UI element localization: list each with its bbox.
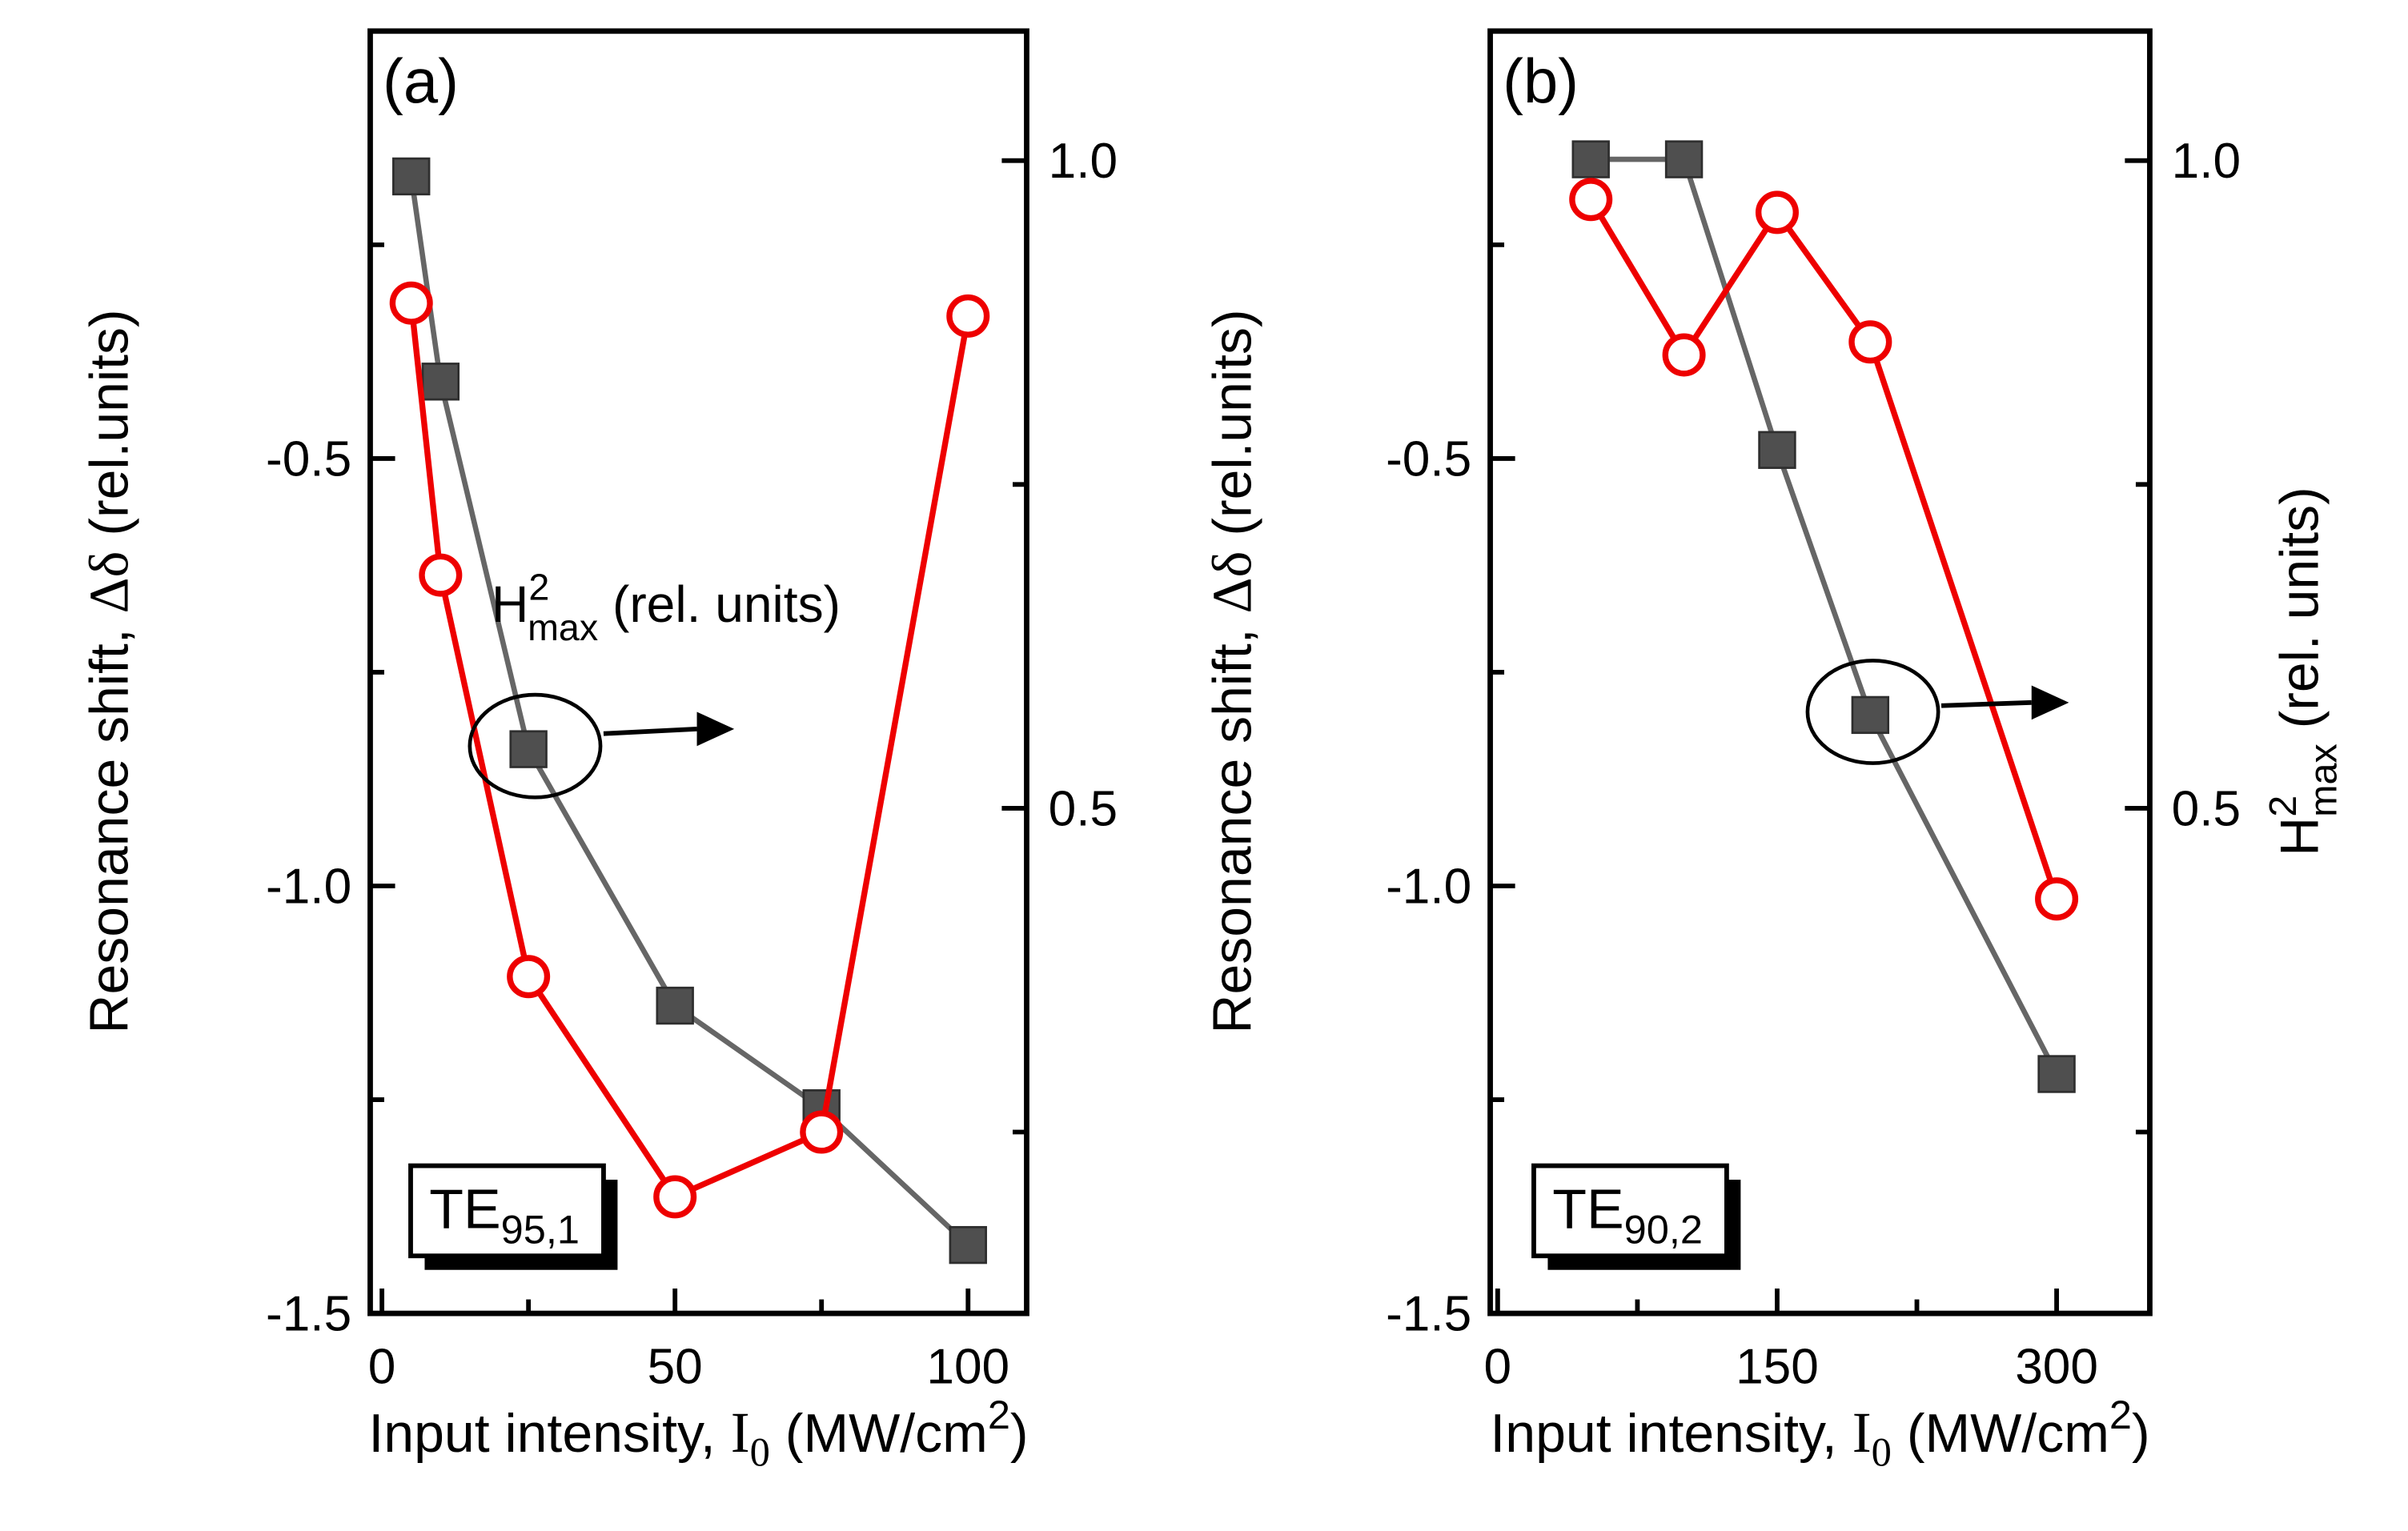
pointer-arrow-line	[603, 726, 697, 736]
plot-frame	[367, 28, 1029, 1317]
axis-title-y-left: Resonance shift, Δδ (rel.units)	[1202, 309, 1263, 1033]
y-left-tick-label: -1.0	[1386, 859, 1471, 914]
y-left-tick-label: -1.0	[266, 859, 351, 914]
data-point-square	[1851, 695, 1890, 735]
axis-title-y-right: H2max (rel. units)	[2262, 487, 2346, 856]
legend-label: TE95,1	[429, 1177, 580, 1252]
data-point-circle	[1662, 333, 1706, 377]
data-point-circle	[2035, 877, 2079, 921]
data-point-square	[392, 157, 431, 196]
legend-box	[408, 1163, 606, 1259]
series-line-resonance-shift	[1591, 156, 2059, 1076]
x-tick-label: 150	[1736, 1340, 1819, 1395]
panel-b: 0 150 300 -0.5 -1.0 -1.5 1.0 0.5 (b) TE90,2 Resona…	[1202, 28, 2346, 1475]
y-right-tick-label: 1.0	[1049, 134, 1118, 189]
pointer-arrow-head	[696, 711, 735, 747]
y-left-tick-label: -0.5	[266, 431, 351, 487]
data-point-square	[421, 363, 460, 401]
x-tick-label: 0	[368, 1340, 396, 1395]
legend-box	[1531, 1163, 1729, 1259]
series-line-h2max	[408, 303, 971, 1201]
data-point-circle	[800, 1110, 844, 1154]
data-point-square	[949, 1225, 987, 1264]
y-right-tick-label: 0.5	[2172, 781, 2241, 836]
y-left-tick-label: -1.5	[266, 1286, 351, 1341]
h2max-annotation: H2 max (rel. units)	[492, 567, 841, 648]
pointer-arrow-head	[2031, 685, 2069, 720]
legend-label: TE90,2	[1552, 1177, 1703, 1252]
panel-tag: (a)	[383, 47, 459, 116]
series-line-resonance-shift	[408, 175, 970, 1248]
x-tick-label: 300	[2015, 1340, 2098, 1395]
series-line-h2max	[1588, 198, 2060, 900]
y-right-tick-label: 0.5	[1049, 781, 1118, 836]
axis-title-y-left: Resonance shift, Δδ (rel.units)	[78, 309, 140, 1033]
x-tick-label: 0	[1484, 1340, 1512, 1395]
highlight-ellipse	[1805, 659, 1940, 765]
panel-tag: (b)	[1503, 47, 1579, 116]
panel-a: 0 50 100 -0.5 -1.0 -1.5 1.0 0.5 (a) H2 max (rel. u…	[78, 28, 1118, 1475]
y-right-tick-label: 1.0	[2172, 134, 2241, 189]
y-left-tick-label: -1.5	[1386, 1286, 1471, 1341]
axis-title-x: Input intensity, I0 (MW/cm2)	[1490, 1392, 2149, 1475]
y-left-tick-label: -0.5	[1386, 431, 1471, 487]
data-point-circle	[1755, 190, 1799, 234]
data-point-square	[656, 986, 694, 1025]
data-point-circle	[419, 553, 463, 597]
data-point-circle	[389, 281, 433, 325]
data-point-circle	[653, 1175, 697, 1219]
data-point-square	[1571, 140, 1610, 178]
x-tick-label: 50	[648, 1340, 703, 1395]
pointer-arrow-line	[1940, 699, 2032, 708]
data-point-square	[2037, 1055, 2076, 1093]
data-point-square	[509, 730, 548, 768]
data-point-circle	[946, 294, 990, 338]
axis-title-x: Input intensity, I0 (MW/cm2)	[368, 1392, 1028, 1475]
highlight-ellipse	[468, 692, 603, 800]
x-tick-label: 100	[926, 1340, 1009, 1395]
data-point-circle	[507, 955, 551, 999]
data-point-circle	[1848, 320, 1892, 364]
data-point-square	[1758, 431, 1796, 469]
data-point-square	[1664, 140, 1704, 178]
plot-frame	[1487, 28, 2153, 1317]
data-point-circle	[1569, 178, 1613, 222]
